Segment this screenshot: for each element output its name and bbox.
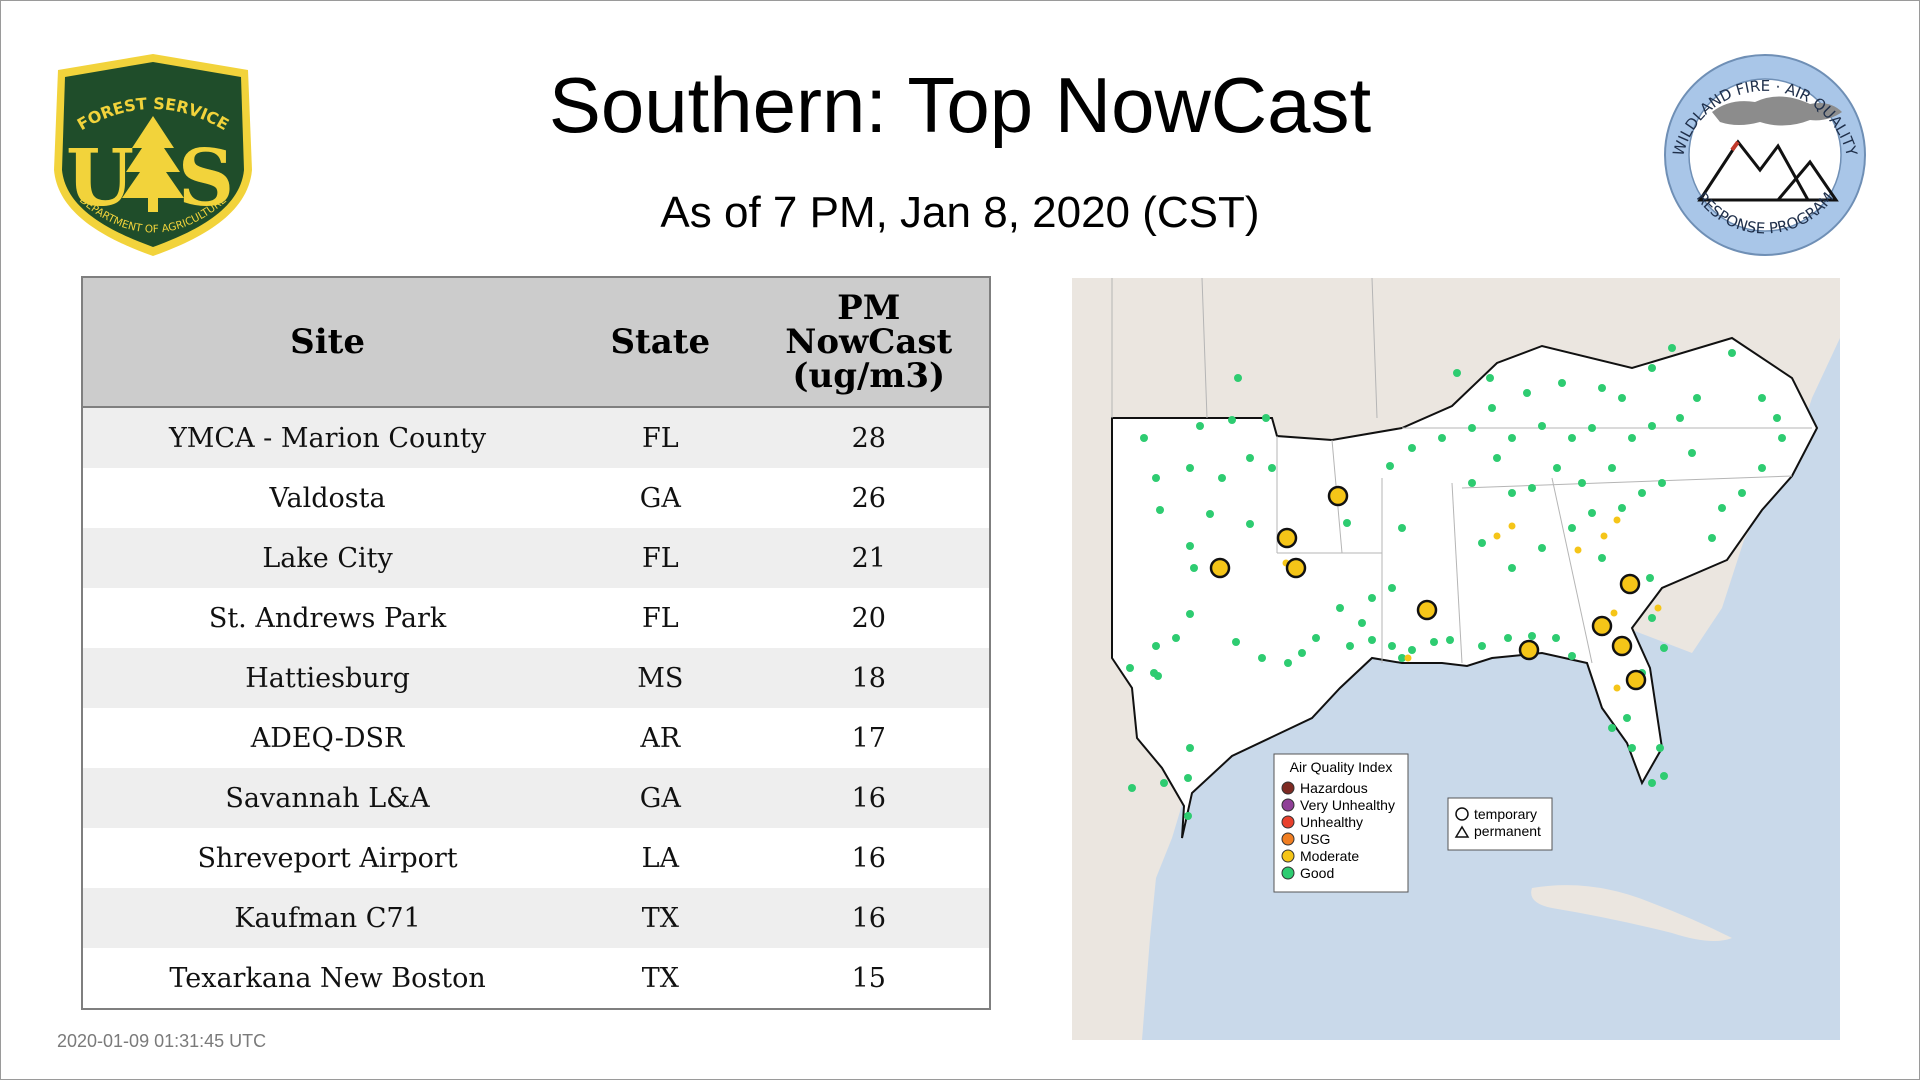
table-row: Texarkana New Boston TX 15: [82, 948, 990, 1009]
moderate-small-monitors: [1216, 516, 1662, 692]
value-cell: 16: [748, 888, 990, 948]
site-cell: YMCA - Marion County: [82, 407, 573, 468]
legend-usg: USG: [1300, 831, 1330, 847]
value-cell: 16: [748, 768, 990, 828]
temporary-circle-icon: [1455, 807, 1469, 821]
state-cell: FL: [572, 407, 749, 468]
permanent-triangle-icon: [1454, 825, 1470, 838]
page-title: Southern: Top NowCast: [548, 61, 1372, 149]
site-cell: Shreveport Airport: [82, 828, 573, 888]
map-cuba: [1531, 885, 1732, 942]
legend-unhealthy: Unhealthy: [1300, 814, 1363, 830]
top-nowcast-table: Site State PM NowCast (ug/m3) YMCA - Mar…: [81, 276, 991, 1010]
pm-header-line-2: NowCast: [785, 322, 953, 362]
column-header-site: Site: [82, 277, 573, 408]
good-monitors: [1126, 344, 1786, 820]
table-row: St. Andrews Park FL 20: [82, 588, 990, 648]
site-cell: Savannah L&A: [82, 768, 573, 828]
value-cell: 18: [748, 648, 990, 708]
state-cell: TX: [572, 888, 749, 948]
state-cell: AR: [572, 708, 749, 768]
site-cell: Texarkana New Boston: [82, 948, 573, 1009]
site-cell: St. Andrews Park: [82, 588, 573, 648]
aqi-legend-title: Air Quality Index: [1290, 759, 1393, 775]
column-header-pm-nowcast: PM NowCast (ug/m3): [748, 277, 990, 408]
state-cell: FL: [572, 528, 749, 588]
aqi-legend: Air Quality Index Hazardous Very Unhealt…: [1273, 753, 1409, 893]
table-row: Hattiesburg MS 18: [82, 648, 990, 708]
state-cell: GA: [572, 768, 749, 828]
table-header-row: Site State PM NowCast (ug/m3): [82, 277, 990, 408]
site-cell: Lake City: [82, 528, 573, 588]
pm-header-line-3: (ug/m3): [792, 356, 946, 396]
site-cell: ADEQ-DSR: [82, 708, 573, 768]
table-row: Lake City FL 21: [82, 528, 990, 588]
legend-hazardous: Hazardous: [1300, 780, 1368, 796]
value-cell: 15: [748, 948, 990, 1009]
value-cell: 21: [748, 528, 990, 588]
generated-timestamp: 2020-01-09 01:31:45 UTC: [57, 1031, 267, 1051]
marker-type-legend: temporary permanent: [1447, 797, 1553, 851]
site-cell: Hattiesburg: [82, 648, 573, 708]
table-row: ADEQ-DSR AR 17: [82, 708, 990, 768]
legend-temporary: temporary: [1474, 806, 1537, 822]
table-row: Shreveport Airport LA 16: [82, 828, 990, 888]
wildland-fire-air-quality-logo: WILDLAND FIRE · AIR QUALITY RESPONSE PRO…: [1664, 54, 1866, 256]
value-cell: 28: [748, 407, 990, 468]
svg-text:U: U: [66, 133, 134, 224]
state-cell: FL: [572, 588, 749, 648]
value-cell: 17: [748, 708, 990, 768]
page-subtitle: As of 7 PM, Jan 8, 2020 (CST): [660, 188, 1260, 237]
site-cell: Kaufman C71: [82, 888, 573, 948]
value-cell: 20: [748, 588, 990, 648]
state-cell: LA: [572, 828, 749, 888]
moderate-large-monitors: [1209, 485, 1647, 691]
svg-text:S: S: [178, 133, 234, 224]
state-cell: MS: [572, 648, 749, 708]
table-row: Savannah L&A GA 16: [82, 768, 990, 828]
state-cell: GA: [572, 468, 749, 528]
state-cell: TX: [572, 948, 749, 1009]
table-row: Kaufman C71 TX 16: [82, 888, 990, 948]
legend-good: Good: [1300, 865, 1334, 881]
column-header-state: State: [572, 277, 749, 408]
table-row: YMCA - Marion County FL 28: [82, 407, 990, 468]
value-cell: 26: [748, 468, 990, 528]
value-cell: 16: [748, 828, 990, 888]
legend-moderate: Moderate: [1300, 848, 1359, 864]
table-row: Valdosta GA 26: [82, 468, 990, 528]
legend-permanent: permanent: [1474, 823, 1541, 839]
pm-header-line-1: PM: [837, 288, 901, 328]
legend-very-unhealthy: Very Unhealthy: [1300, 797, 1395, 813]
usfs-shield-logo: FOREST SERVICE U S DEPARTMENT OF AGRICUL…: [54, 54, 252, 256]
site-cell: Valdosta: [82, 468, 573, 528]
aqi-monitor-map: Air Quality Index Hazardous Very Unhealt…: [1072, 278, 1840, 1040]
